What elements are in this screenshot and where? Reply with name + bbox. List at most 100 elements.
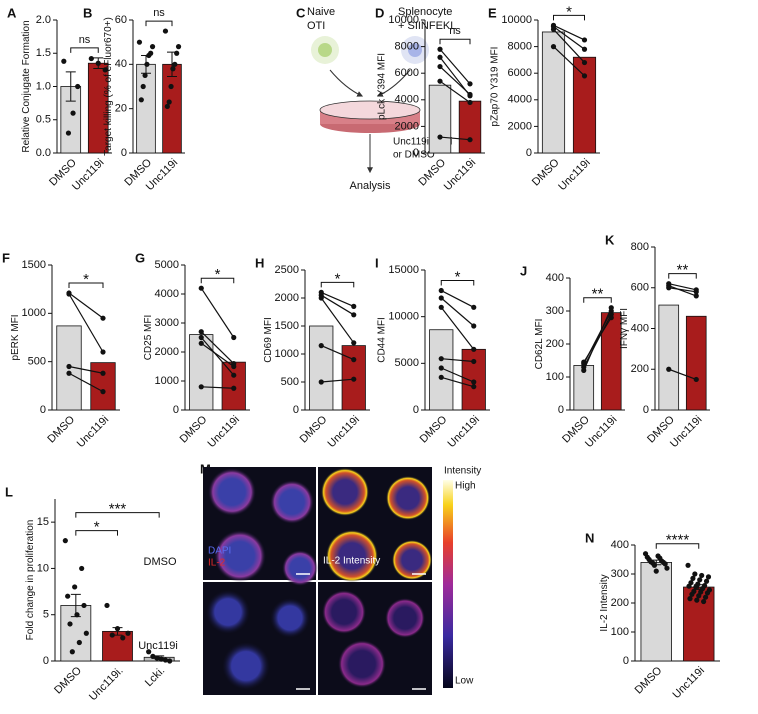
data-point xyxy=(653,568,659,574)
pair-line xyxy=(440,306,475,350)
y-axis-label: pLck Y394 MFI xyxy=(377,53,388,120)
colorbar-title: Intensity xyxy=(444,466,481,477)
data-point xyxy=(76,639,82,646)
pair-line xyxy=(321,291,354,307)
data-point xyxy=(467,81,473,87)
x-tick-label: Unc119i xyxy=(556,157,592,193)
data-point xyxy=(198,340,204,346)
y-tick-label: 0 xyxy=(643,404,649,416)
cell-icon xyxy=(408,43,422,57)
pair-line xyxy=(200,331,235,365)
row-label: DMSO xyxy=(144,556,177,568)
data-point xyxy=(166,99,172,105)
data-point xyxy=(702,594,709,600)
y-tick-label: 6000 xyxy=(508,67,532,79)
pair-line xyxy=(668,287,697,293)
pair-line xyxy=(439,136,471,141)
data-point xyxy=(231,363,237,370)
bar xyxy=(658,304,680,411)
panel-letter: F xyxy=(2,250,10,265)
panel: G 0 1000 2000 3000 4000 5000 CD25 MFI DMSOUnc119… xyxy=(135,250,250,450)
significance-bracket xyxy=(68,282,104,289)
data-point xyxy=(74,612,80,618)
data-point xyxy=(318,295,324,301)
y-axis-label: CD62L MFI xyxy=(534,319,545,370)
y-tick-label: 5000 xyxy=(155,259,179,271)
panel-letter: G xyxy=(135,250,145,265)
pair-line xyxy=(439,80,471,103)
panel-letter: L xyxy=(5,484,13,499)
data-point xyxy=(686,583,692,589)
data-point xyxy=(550,44,557,50)
data-point xyxy=(471,379,477,385)
data-point xyxy=(581,367,587,373)
diagram-text: Naive xyxy=(307,6,335,18)
y-tick-label: 2000 xyxy=(395,120,419,132)
y-tick-label: 3000 xyxy=(155,317,179,329)
significance-bracket xyxy=(440,280,475,286)
data-point xyxy=(471,358,477,365)
y-axis-label: Relative Conjugate Formation xyxy=(21,20,32,152)
y-tick-label: 1.5 xyxy=(36,47,51,59)
data-point xyxy=(231,385,237,391)
y-tick-label: 400 xyxy=(631,322,649,334)
pair-line xyxy=(200,342,235,367)
data-point xyxy=(438,287,444,294)
panel: H 0 500 1000 1500 2000 2500 CD69 MFI DMSOUnc119i… xyxy=(255,255,370,450)
y-tick-label: 1500 xyxy=(275,320,299,332)
data-point xyxy=(694,597,700,603)
pair-line xyxy=(441,367,474,383)
data-point xyxy=(697,577,703,583)
significance-label: ns xyxy=(449,25,461,37)
data-point xyxy=(136,39,143,45)
data-point xyxy=(581,73,588,79)
data-point xyxy=(693,293,699,299)
y-tick-label: 0 xyxy=(623,655,629,667)
data-point xyxy=(467,99,473,106)
data-point xyxy=(550,26,557,32)
data-point xyxy=(167,658,173,664)
y-tick-label: 1.0 xyxy=(36,80,51,92)
channel-label: IL-2 xyxy=(208,558,226,569)
data-point xyxy=(198,334,204,341)
pair-line xyxy=(583,317,612,363)
y-axis-label: CD69 MFI xyxy=(263,317,274,363)
bar xyxy=(309,325,334,411)
significance-label: * xyxy=(215,266,221,283)
bar xyxy=(189,334,214,411)
y-tick-label: 0 xyxy=(173,404,179,416)
y-tick-label: 100 xyxy=(611,626,629,638)
y-tick-label: 100 xyxy=(546,371,564,383)
data-point xyxy=(150,653,156,659)
data-point xyxy=(467,91,473,98)
pair-line xyxy=(553,26,585,50)
significance-label: ns xyxy=(153,7,165,19)
pair-line xyxy=(68,293,104,353)
y-tick-label: 300 xyxy=(611,568,629,580)
y-axis-label: CD44 MFI xyxy=(377,317,388,363)
arrow xyxy=(329,69,364,97)
data-point xyxy=(351,303,357,309)
diagram-text: or DMSO xyxy=(393,150,435,161)
x-tick-label: Unc119i xyxy=(670,665,706,701)
bar xyxy=(102,630,133,662)
data-point xyxy=(144,61,150,67)
data-point xyxy=(62,538,68,544)
significance-bracket xyxy=(668,273,697,279)
data-point xyxy=(581,59,588,66)
x-tick-label: DMSO xyxy=(178,413,210,445)
data-point xyxy=(471,323,477,329)
x-tick-label: Unc119i xyxy=(445,414,481,450)
data-point xyxy=(666,285,672,291)
y-tick-label: 10000 xyxy=(501,14,532,26)
data-point xyxy=(693,289,699,295)
panel-letter: D xyxy=(375,5,384,20)
cells xyxy=(206,468,432,690)
data-point xyxy=(65,593,71,599)
x-tick-label: DMSO xyxy=(45,413,77,445)
